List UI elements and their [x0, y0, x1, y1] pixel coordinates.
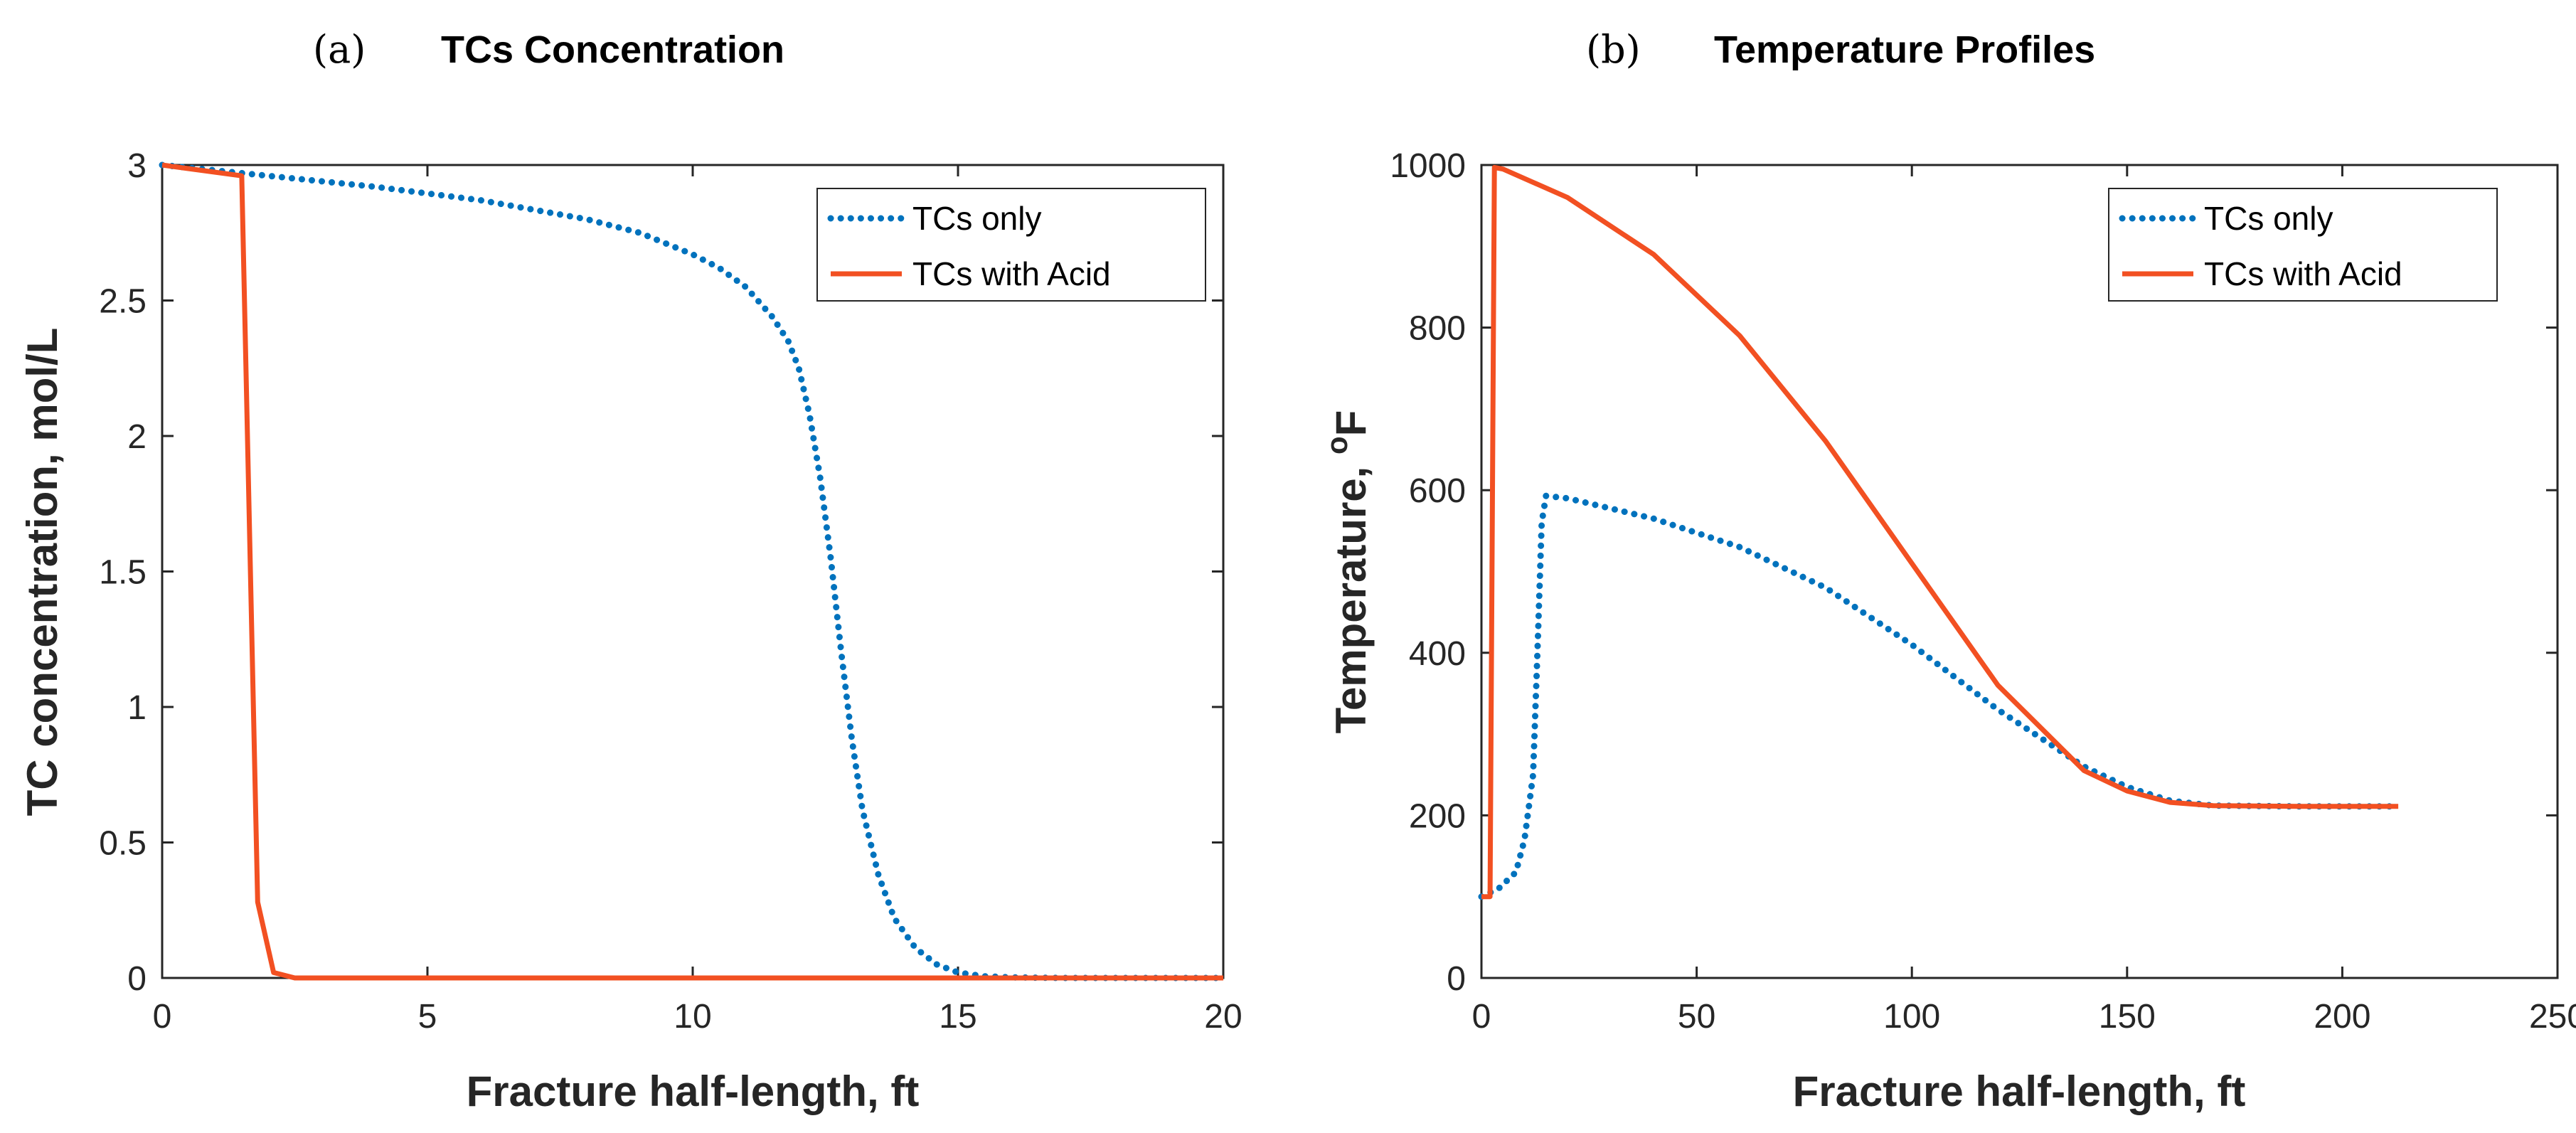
panel-b-y-axis-label-unit: F: [1327, 410, 1375, 437]
panel-b-legend-label-tcs-with-acid: TCs with Acid: [2204, 255, 2402, 292]
panel-a-series-tcs-only-line: [159, 161, 1227, 982]
panel-b-legend-box: [2108, 188, 2498, 302]
panel-b-legend: TCs only TCs with Acid: [2108, 188, 2498, 302]
panel-b-y-axis-label-main: Temperature,: [1327, 454, 1375, 733]
panel-b-x-tick-label: 250: [2529, 998, 2576, 1036]
panel-a-y-tick-label: 2: [127, 418, 147, 456]
panel-a-y-tick-label: 2.5: [99, 283, 147, 321]
panel-b-series-tcs-only-line: [1478, 492, 2402, 900]
panel-b-x-tick-labels: 0 50 100 150 200 250: [1472, 998, 2576, 1036]
panel-a-x-tick-label: 10: [674, 998, 711, 1036]
panel-b-label: (b): [1586, 27, 1641, 72]
panel-b-x-axis-label: Fracture half-length, ft: [1793, 1068, 2246, 1115]
panel-b-title: Temperature Profiles: [1714, 28, 2095, 71]
panel-a-x-tick-labels: 0 5 10 15 20: [153, 998, 1242, 1036]
panel-b-y-tick-label: 600: [1409, 472, 1466, 510]
panel-a-x-tick-label: 0: [153, 998, 172, 1036]
panel-b-y-tick-label: 200: [1409, 797, 1466, 835]
panel-b-x-tick-label: 50: [1678, 998, 1715, 1036]
panel-a-y-axis-label: TC concentration, mol/L: [18, 328, 66, 816]
panel-b-y-tick-label: 400: [1409, 635, 1466, 673]
panel-b-x-tick-label: 0: [1472, 998, 1491, 1036]
panel-a-legend-label-tcs-with-acid: TCs with Acid: [912, 255, 1111, 292]
panel-a-x-tick-label: 15: [939, 998, 976, 1036]
panel-a-legend-box: [816, 188, 1206, 302]
panel-a: (a) TCs Concentration 0 5 10 15 20 0 0.5…: [18, 27, 1242, 1115]
panel-a-y-tick-label: 0: [127, 960, 147, 998]
panel-a-y-tick-label: 3: [127, 147, 147, 185]
panel-b-x-tick-label: 150: [2099, 998, 2156, 1036]
panel-a-y-tick-labels: 0 0.5 1 1.5 2 2.5 3: [99, 147, 147, 998]
panel-a-title: TCs Concentration: [441, 28, 784, 71]
panel-a-label: (a): [313, 27, 366, 72]
panel-a-y-tick-label: 1.5: [99, 554, 147, 592]
panel-b-y-tick-label: 800: [1409, 310, 1466, 348]
panel-a-x-tick-label: 20: [1204, 998, 1242, 1036]
panel-a-y-tick-label: 0.5: [99, 825, 147, 863]
panel-a-x-axis-label: Fracture half-length, ft: [467, 1068, 920, 1115]
panel-a-legend: TCs only TCs with Acid: [816, 188, 1206, 302]
panel-b-y-tick-labels: 0 200 400 600 800 1000: [1390, 147, 1466, 998]
panel-a-y-tick-label: 1: [127, 689, 147, 727]
panel-b-y-tick-label: 0: [1447, 960, 1466, 998]
panel-a-x-tick-label: 5: [418, 998, 437, 1036]
panel-b: (b) Temperature Profiles 0 50 100 150 20…: [1320, 27, 2576, 1115]
panel-b-ticks: [1480, 164, 2559, 979]
panel-b-x-tick-label: 100: [1883, 998, 1940, 1036]
panel-b-legend-label-tcs-only: TCs only: [2204, 200, 2333, 237]
panel-b-y-tick-label: 1000: [1390, 147, 1466, 185]
panel-b-x-tick-label: 200: [2314, 998, 2370, 1036]
panel-b-series-tcs-with-acid-line: [1481, 164, 2399, 900]
panel-b-y-axis-label-degree: o: [1320, 436, 1353, 454]
panel-b-y-axis-label: Temperature, oF: [1320, 410, 1375, 734]
panel-a-legend-label-tcs-only: TCs only: [912, 200, 1041, 237]
panel-a-series-tcs-with-acid-line: [161, 162, 1223, 981]
